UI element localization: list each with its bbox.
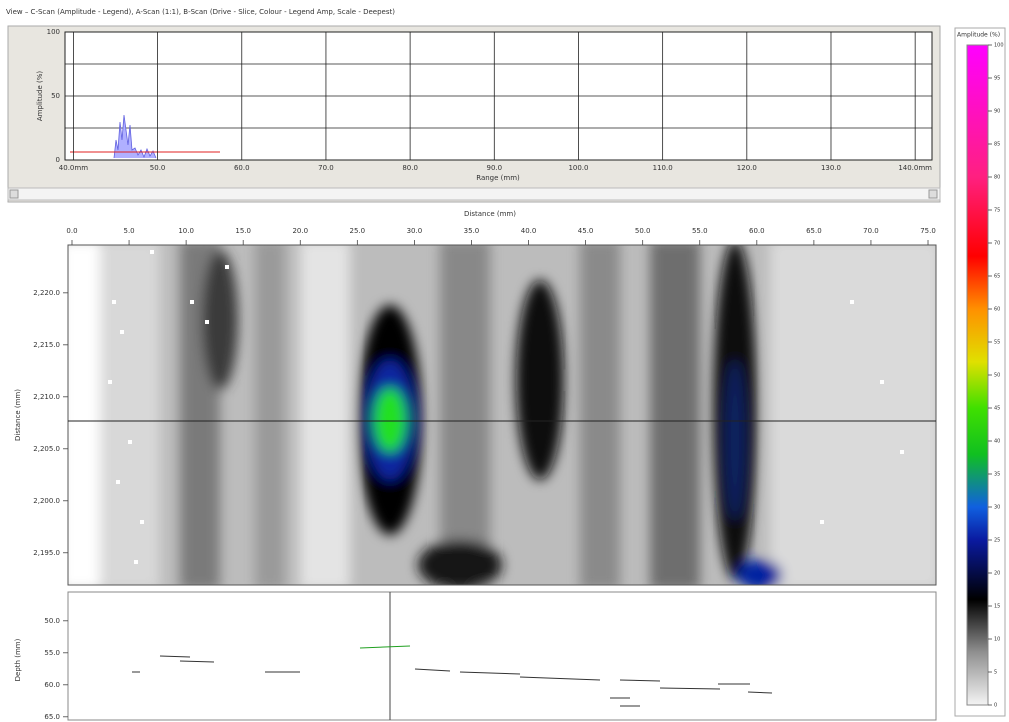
x-tick-label: 55.0 [692,227,708,235]
legend-tick-label: 65 [994,274,1000,280]
x-tick-label: 110.0 [653,164,673,172]
x-tick-label: 10.0 [178,227,194,235]
legend-tick-label: 25 [994,538,1000,544]
x-axis-label: Distance (mm) [464,210,516,218]
x-tick-label: 50.0 [635,227,651,235]
legend-tick-label: 75 [994,208,1000,214]
legend-tick-label: 95 [994,76,1000,82]
y-axis-label: Distance (mm) [14,389,22,441]
x-tick-label: 100.0 [568,164,588,172]
legend-tick-label: 30 [994,505,1000,511]
scroll-right[interactable] [929,190,937,198]
x-tick-label: 50.0 [150,164,166,172]
legend-tick-label: 0 [994,703,997,709]
x-tick-label: 75.0 [920,227,936,235]
legend-tick-label: 55 [994,340,1000,346]
legend-tick-label: 40 [994,439,1000,445]
y-tick-label: 50.0 [44,617,60,625]
y-tick-label: 0 [56,156,60,164]
legend-tick-label: 80 [994,175,1000,181]
x-tick-label: 80.0 [402,164,418,172]
legend-tick-label: 85 [994,142,1000,148]
legend-tick-label: 15 [994,604,1000,610]
legend-tick-label: 5 [994,670,997,676]
x-tick-label: 20.0 [292,227,308,235]
x-tick-label: 90.0 [486,164,502,172]
x-tick-label: 60.0 [749,227,765,235]
x-tick-label: 15.0 [235,227,251,235]
legend-tick-label: 70 [994,241,1000,247]
x-tick-label: 30.0 [407,227,423,235]
view-title: View – C-Scan (Amplitude - Legend), A-Sc… [6,8,395,16]
x-tick-label: 25.0 [350,227,366,235]
legend-tick-label: 20 [994,571,1000,577]
x-tick-label: 70.0 [863,227,879,235]
legend-tick-label: 100 [994,43,1004,49]
y-tick-label: 2,210.0 [33,393,60,401]
y-axis-label: Amplitude (%) [36,71,44,121]
x-tick-label: 0.0 [66,227,77,235]
x-axis-label: Range (mm) [476,174,520,182]
y-tick-label: 2,200.0 [33,497,60,505]
app-window: View – C-Scan (Amplitude - Legend), A-Sc… [0,0,1009,722]
scrollbar[interactable] [8,188,940,200]
x-tick-label: 60.0 [234,164,250,172]
legend-tick-label: 90 [994,109,1000,115]
y-tick-label: 2,215.0 [33,341,60,349]
y-tick-label: 60.0 [44,681,60,689]
legend-title: Amplitude (%) [957,32,1000,39]
legend-tick-label: 10 [994,637,1000,643]
legend-tick-label: 60 [994,307,1000,313]
scroll-left[interactable] [10,190,18,198]
x-tick-label: 5.0 [123,227,134,235]
y-axis-label: Depth (mm) [14,638,22,681]
legend-tick-label: 35 [994,472,1000,478]
x-tick-label: 70.0 [318,164,334,172]
y-tick-label: 65.0 [44,713,60,721]
x-tick-label: 45.0 [578,227,594,235]
color-scale [967,45,988,705]
y-tick-label: 55.0 [44,649,60,657]
x-tick-label: 120.0 [737,164,757,172]
b-scan-plot [68,592,936,720]
x-tick-label: 40.0 [521,227,537,235]
x-tick-label: 40.0mm [59,164,88,172]
legend-tick-label: 45 [994,406,1000,412]
x-tick-label: 65.0 [806,227,822,235]
y-tick-label: 50 [51,92,60,100]
y-tick-label: 2,195.0 [33,549,60,557]
legend-tick-label: 50 [994,373,1000,379]
x-tick-label: 130.0 [821,164,841,172]
x-tick-label: 35.0 [464,227,480,235]
y-tick-label: 2,220.0 [33,289,60,297]
y-tick-label: 2,205.0 [33,445,60,453]
y-tick-label: 100 [47,28,60,36]
x-tick-label: 140.0mm [898,164,932,172]
